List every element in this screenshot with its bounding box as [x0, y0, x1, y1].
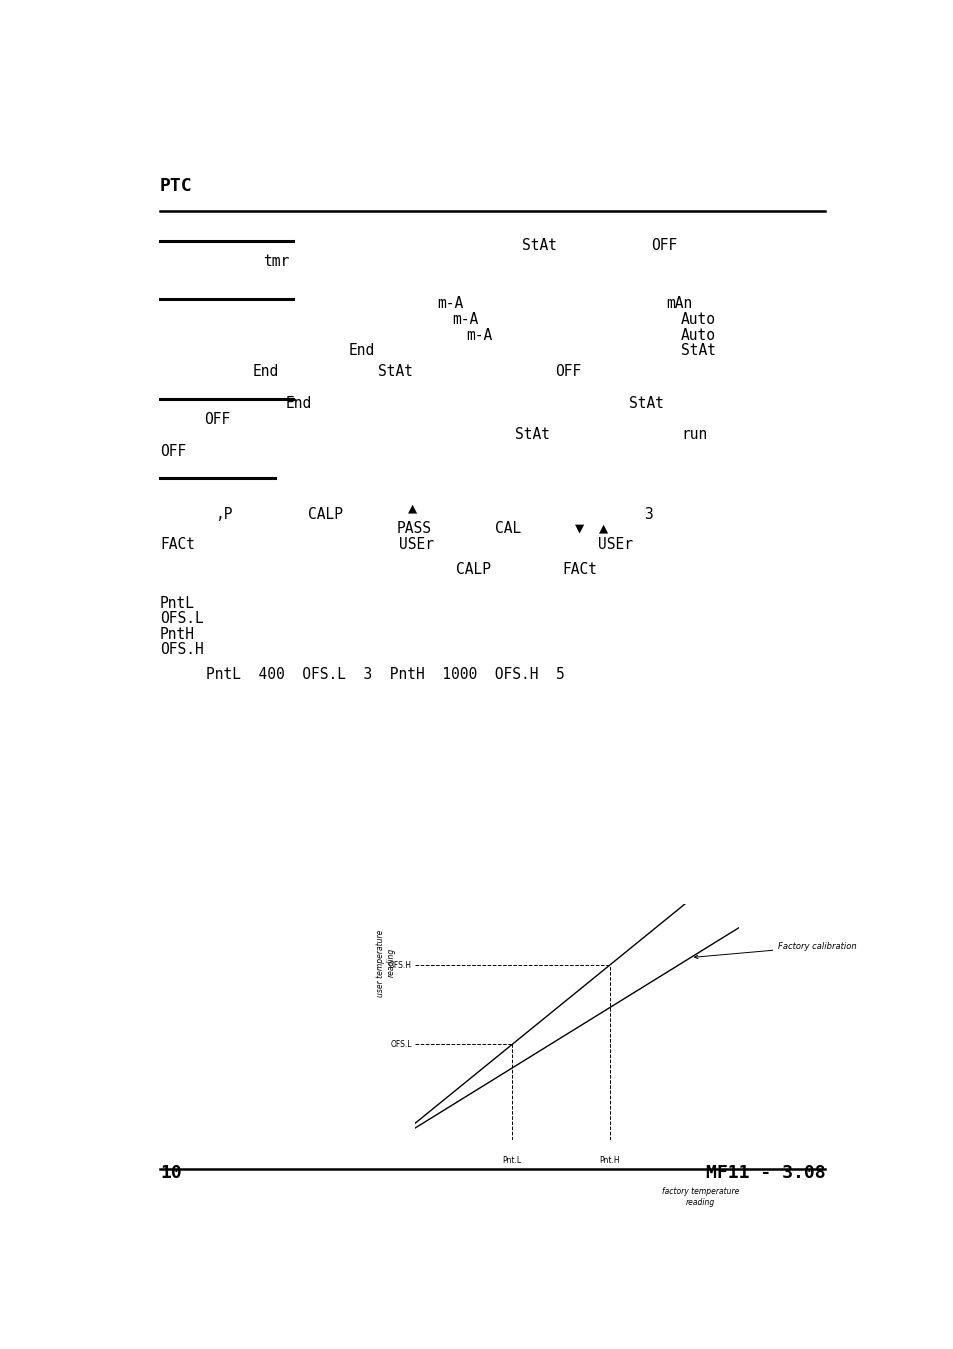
- Text: CAL: CAL: [495, 521, 520, 536]
- Text: StAt: StAt: [680, 343, 716, 359]
- Text: mAn: mAn: [665, 297, 692, 312]
- Text: OFF: OFF: [160, 444, 186, 459]
- Text: PASS: PASS: [396, 521, 431, 536]
- Text: USEr: USEr: [398, 537, 434, 553]
- Text: CALP: CALP: [456, 563, 490, 577]
- Text: PntL  400  OFS.L  3  PntH  1000  OFS.H  5: PntL 400 OFS.L 3 PntH 1000 OFS.H 5: [206, 668, 564, 683]
- Text: USEr: USEr: [598, 537, 633, 553]
- Text: OFS.H: OFS.H: [388, 960, 412, 970]
- Text: FACt: FACt: [160, 537, 194, 553]
- Text: m-A: m-A: [452, 312, 477, 326]
- Text: ▼: ▼: [575, 521, 584, 536]
- Text: fig 4 - 2-point calibration: fig 4 - 2-point calibration: [528, 1052, 685, 1062]
- Text: PntH: PntH: [160, 627, 194, 642]
- Text: End: End: [348, 343, 375, 359]
- Text: StAt: StAt: [629, 397, 663, 411]
- Text: StAt: StAt: [521, 239, 557, 254]
- Text: m-A: m-A: [466, 328, 493, 343]
- Text: PntL: PntL: [160, 596, 194, 611]
- Text: tmr: tmr: [263, 254, 290, 268]
- Text: OFS.L: OFS.L: [160, 611, 203, 626]
- Text: OFS.H: OFS.H: [160, 642, 203, 657]
- Text: Factory calibration: Factory calibration: [694, 942, 856, 959]
- Text: OFF: OFF: [651, 239, 678, 254]
- Text: MF11 - 3.08: MF11 - 3.08: [705, 1164, 824, 1182]
- Text: OFS.L: OFS.L: [390, 1040, 412, 1048]
- Text: 10: 10: [160, 1164, 181, 1182]
- Text: Auto: Auto: [680, 328, 716, 343]
- Text: factory temperature
reading: factory temperature reading: [661, 1187, 739, 1206]
- Text: ,P: ,P: [215, 507, 233, 522]
- Text: ▲: ▲: [598, 521, 608, 536]
- Text: StAt: StAt: [377, 364, 413, 379]
- Text: End: End: [285, 397, 312, 411]
- Text: m-A: m-A: [436, 297, 463, 312]
- Text: run: run: [680, 428, 707, 442]
- Text: 3: 3: [643, 507, 652, 522]
- Text: OFF: OFF: [204, 411, 231, 426]
- Text: ▲: ▲: [407, 500, 416, 515]
- Text: FACt: FACt: [562, 563, 598, 577]
- Text: End: End: [252, 364, 278, 379]
- Text: Pnt.L: Pnt.L: [502, 1156, 521, 1166]
- Text: CALP: CALP: [308, 507, 342, 522]
- Text: OFF: OFF: [555, 364, 581, 379]
- Text: Pnt.H: Pnt.H: [598, 1156, 619, 1166]
- Text: user temperature
reading: user temperature reading: [375, 929, 395, 997]
- Text: StAt: StAt: [515, 428, 549, 442]
- Text: Auto: Auto: [680, 312, 716, 326]
- Text: PTC: PTC: [160, 177, 193, 196]
